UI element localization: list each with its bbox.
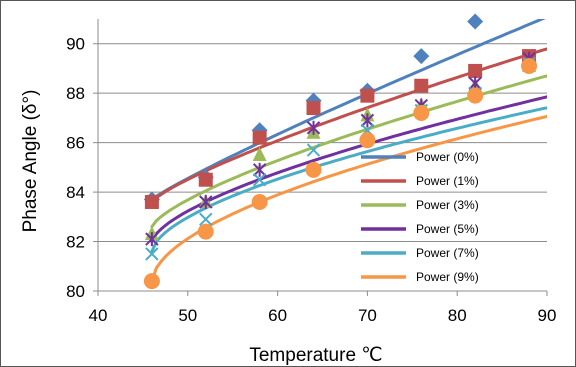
data-point [251,193,268,210]
x-tick-label: 60 [268,306,287,325]
trendline [150,114,547,283]
y-tick-label: 88 [66,84,85,103]
data-point [198,172,213,187]
x-axis-title: Temperature ℃ [249,345,382,366]
trendline [150,106,547,253]
data-point [360,113,375,128]
data-point [306,143,321,157]
x-tick-label: 90 [538,306,557,325]
data-point [360,88,375,103]
data-point [413,104,430,121]
x-tick-label: 40 [89,306,108,325]
legend-entry: Power (5%) [416,222,479,236]
legend-entry: Power (0%) [416,150,479,164]
x-tick-label: 80 [448,306,467,325]
data-point [359,132,376,149]
y-tick-label: 86 [66,134,85,153]
x-tick-label: 50 [178,306,197,325]
data-point [199,194,213,209]
x-tick-label: 70 [358,306,377,325]
data-point [252,173,267,187]
data-point [305,161,322,178]
data-point [521,57,538,74]
data-point [143,273,160,290]
data-point [414,78,429,93]
data-point [252,162,267,177]
data-point [199,212,213,226]
y-tick-label: 84 [66,183,85,202]
data-markers [143,13,538,290]
y-axis-title: Phase Angle (δ°) [20,90,41,233]
legend: Power (0%) Power (1%) Power (3%) Power (5%)… [361,150,479,284]
legend-entry: Power (1%) [416,174,479,188]
data-point [145,232,159,247]
data-point [413,48,430,65]
data-point [467,13,484,30]
legend-entry: Power (3%) [416,198,479,212]
tick-labels: 40 50 60 70 80 90 80 82 84 86 88 90 [66,35,556,325]
data-point [145,247,159,261]
y-tick-label: 82 [66,233,85,252]
y-tick-label: 90 [66,35,85,54]
data-point [197,223,214,240]
data-point [252,130,267,145]
data-point [252,147,267,161]
trendline [150,19,546,201]
data-point [467,87,484,104]
legend-entry: Power (7%) [416,246,479,260]
axes [93,19,548,296]
data-point [306,101,321,116]
data-point [306,120,321,135]
data-point [468,63,483,78]
data-point [144,194,159,209]
trendline [150,95,547,243]
y-tick-label: 80 [66,282,85,301]
legend-entry: Power (9%) [416,270,479,284]
grid-lines [98,43,547,292]
